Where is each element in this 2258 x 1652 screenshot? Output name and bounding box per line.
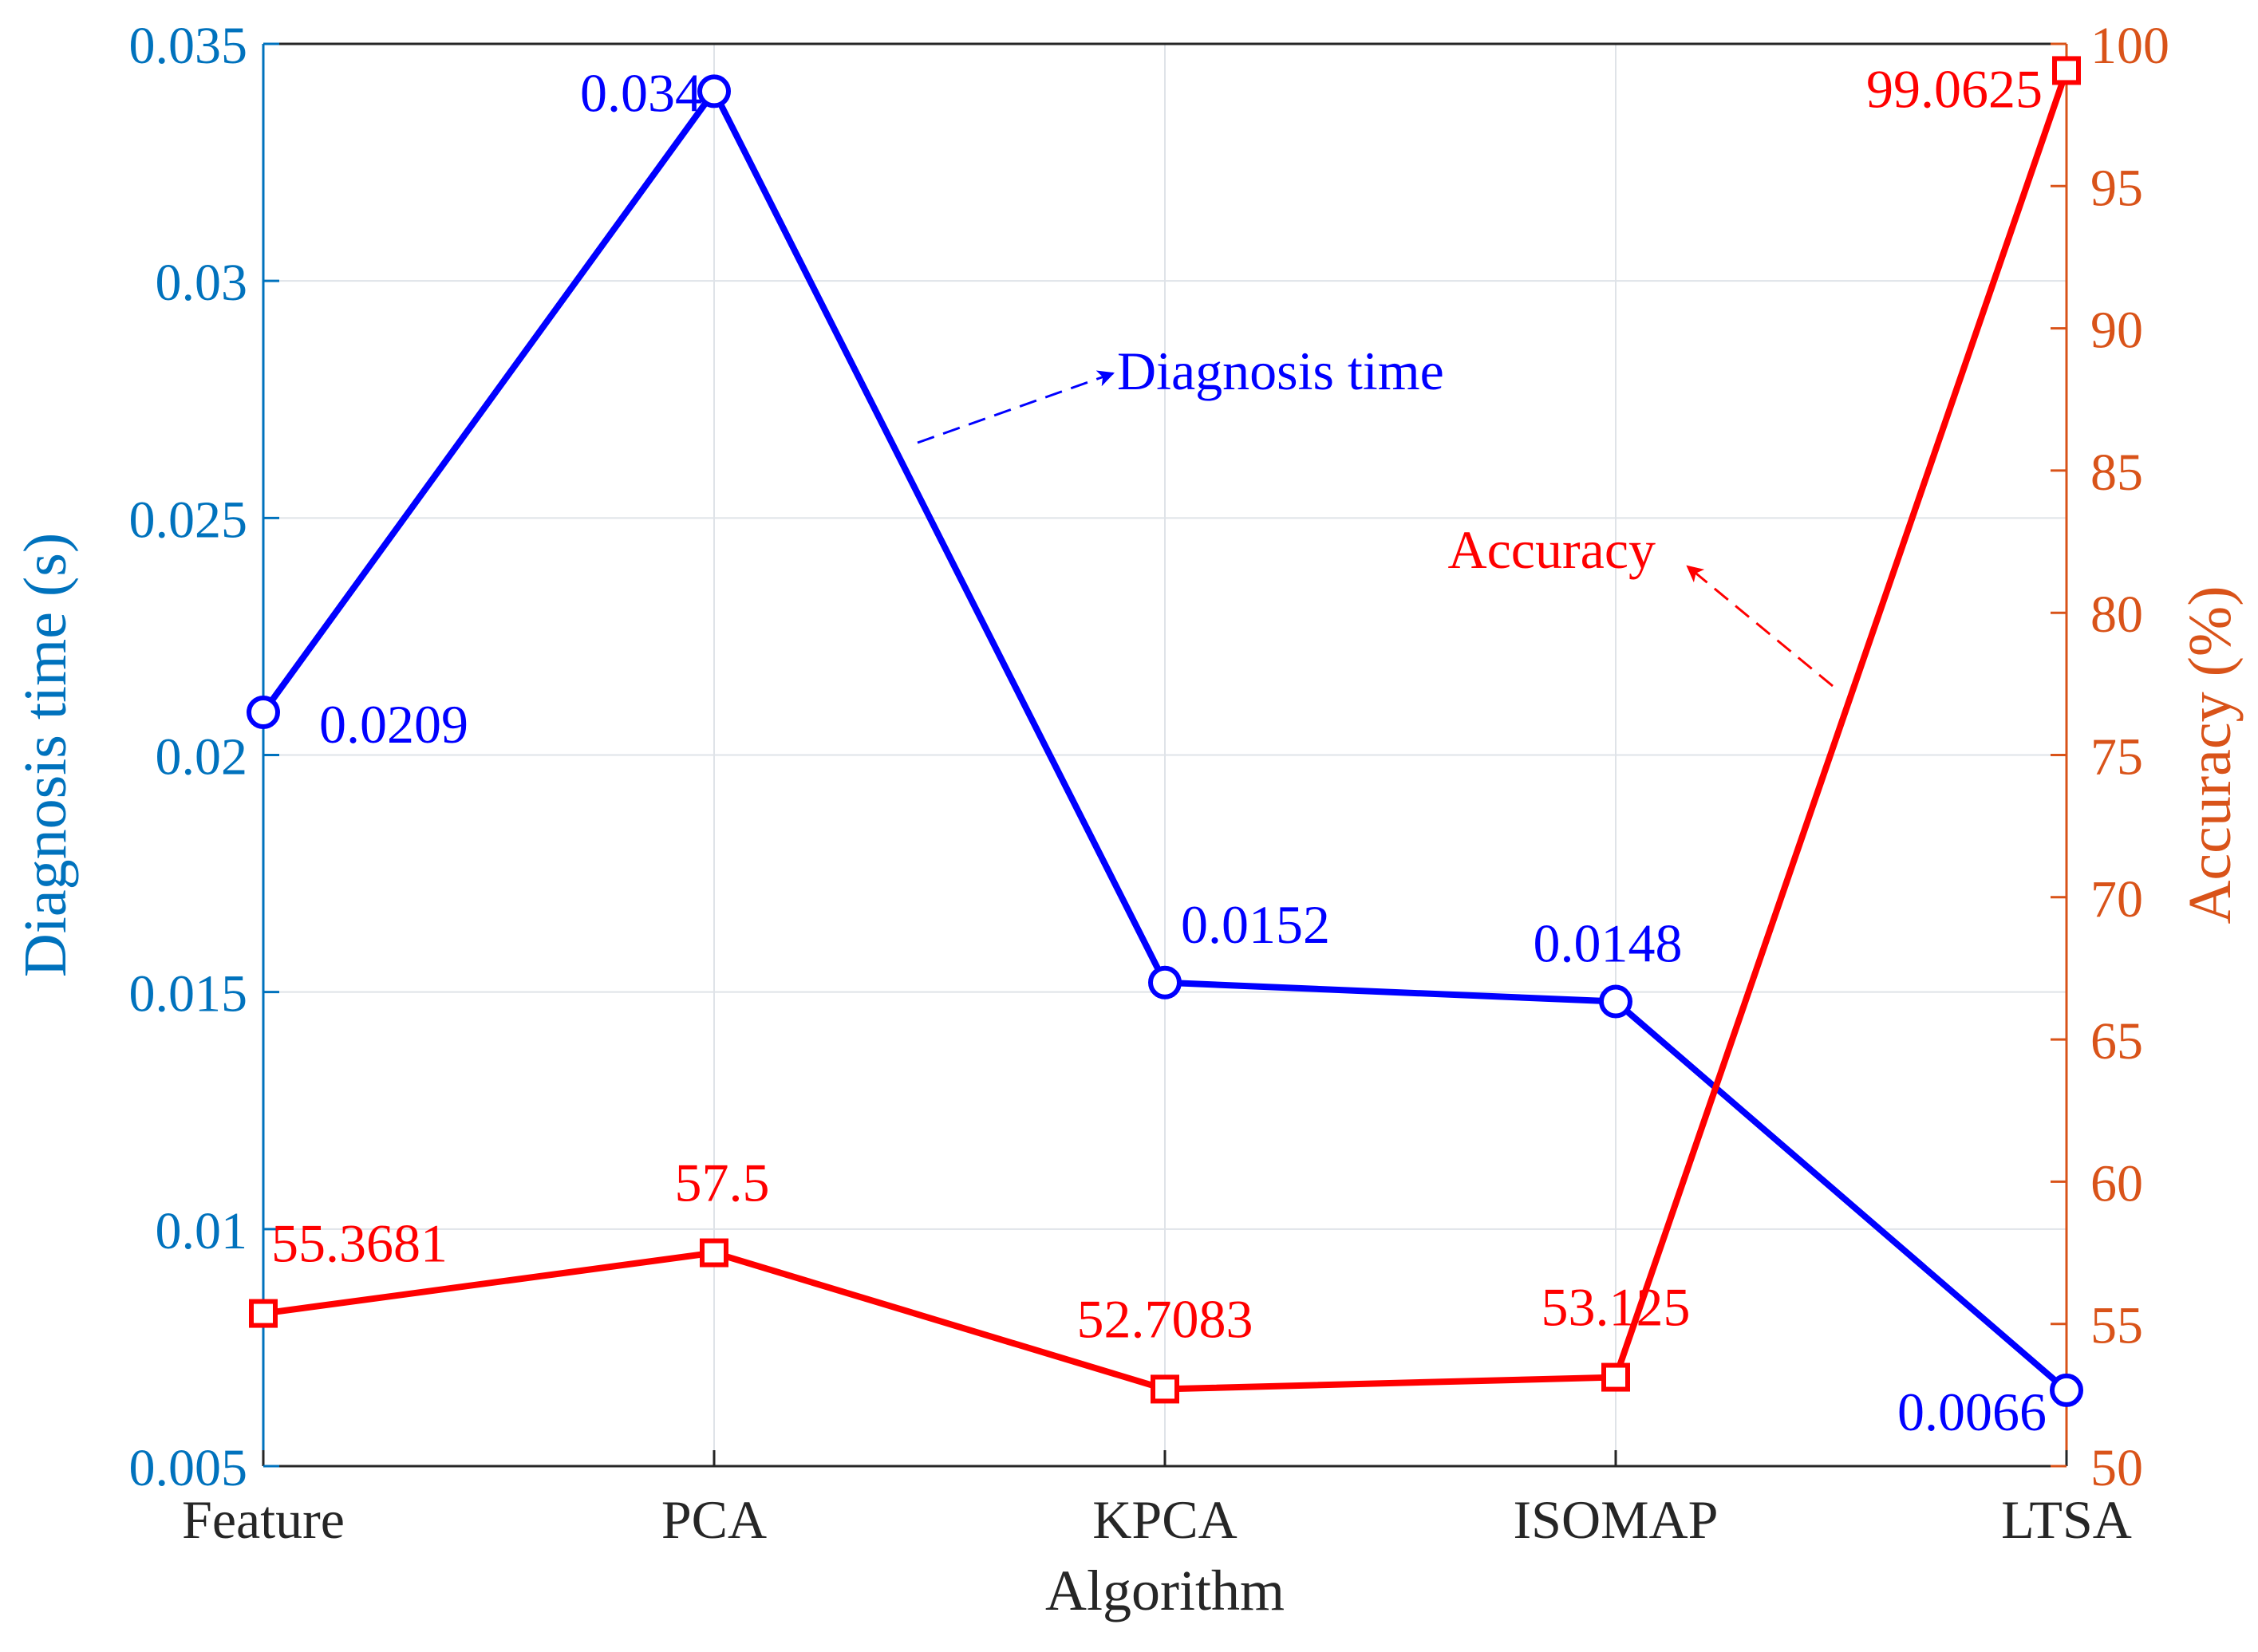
data-point-diagnosis-time <box>2050 1373 2083 1407</box>
x-tick-label: ISOMAP <box>1514 1489 1719 1550</box>
y-left-tick-label: 0.005 <box>129 1439 248 1497</box>
data-point-accuracy <box>1151 1374 1179 1404</box>
y-left-tick-label: 0.03 <box>156 254 248 312</box>
data-label-diagnosis-time: 0.0066 <box>1897 1382 2047 1442</box>
data-point-accuracy <box>249 1299 278 1328</box>
y-right-tick-label: 75 <box>2090 728 2143 787</box>
y-left-tick-label: 0.035 <box>129 17 248 75</box>
annotation-arrow-diagnosis-time <box>917 370 1115 444</box>
y-right-tick-label: 70 <box>2090 870 2143 929</box>
annotation-arrow-accuracy <box>1686 565 1834 688</box>
data-label-accuracy: 55.3681 <box>271 1213 448 1274</box>
data-point-accuracy <box>700 1238 728 1268</box>
data-point-accuracy <box>2052 56 2081 85</box>
data-label-accuracy: 53.125 <box>1542 1277 1691 1338</box>
y-right-axis-label: Accuracy (%) <box>2177 585 2244 924</box>
grid <box>263 44 2067 1466</box>
data-point-diagnosis-time <box>247 696 280 730</box>
data-label-diagnosis-time: 0.0148 <box>1534 913 1683 974</box>
annotations: Diagnosis time Accuracy <box>917 341 1834 688</box>
data-label-diagnosis-time: 0.0152 <box>1181 894 1330 955</box>
data-label-diagnosis-time: 0.034 <box>580 62 702 123</box>
data-point-diagnosis-time <box>1148 965 1182 999</box>
x-tick-label: KPCA <box>1092 1489 1237 1550</box>
annotation-accuracy: Accuracy <box>1448 519 1656 580</box>
series <box>247 56 2083 1407</box>
x-tick-label: PCA <box>661 1489 767 1550</box>
y-right-tick-label: 90 <box>2090 302 2143 360</box>
y-right-tick-label: 55 <box>2090 1297 2143 1355</box>
x-tick-label: LTSA <box>2001 1489 2132 1550</box>
y-left-tick-label: 0.015 <box>129 965 248 1023</box>
data-label-accuracy: 57.5 <box>675 1153 770 1213</box>
axes: Feature PCA KPCA ISOMAP LTSA Algorithm 0.005 0.… <box>12 17 2244 1622</box>
y-left-axis-label: Diagnosis time (s) <box>12 533 79 977</box>
y-right-tick-label: 50 <box>2090 1439 2143 1497</box>
y-right-tick-label: 95 <box>2090 159 2143 217</box>
data-labels: 0.0209 0.034 0.0152 0.0148 0.0066 55.3681 57.5… <box>271 58 2047 1441</box>
data-label-diagnosis-time: 0.0209 <box>319 694 468 755</box>
y-left-tick-label: 0.01 <box>156 1202 248 1260</box>
y-right-tick-label: 85 <box>2090 444 2143 502</box>
data-label-accuracy: 52.7083 <box>1077 1288 1253 1349</box>
x-tick-label: Feature <box>182 1489 345 1550</box>
y-right-tick-label: 80 <box>2090 585 2143 644</box>
y-right-tick-label: 60 <box>2090 1154 2143 1212</box>
y-right-tick-label: 100 <box>2090 17 2169 75</box>
data-point-accuracy <box>1601 1362 1630 1392</box>
data-point-diagnosis-time <box>697 74 731 108</box>
data-point-diagnosis-time <box>1599 984 1632 1019</box>
annotation-diagnosis-time: Diagnosis time <box>1117 341 1444 401</box>
y-left-tick-label: 0.025 <box>129 491 248 549</box>
x-axis-label: Algorithm <box>1045 1559 1285 1622</box>
y-right-tick-label: 65 <box>2090 1012 2143 1070</box>
y-left-tick-label: 0.02 <box>156 728 248 787</box>
data-label-accuracy: 99.0625 <box>1866 58 2043 119</box>
